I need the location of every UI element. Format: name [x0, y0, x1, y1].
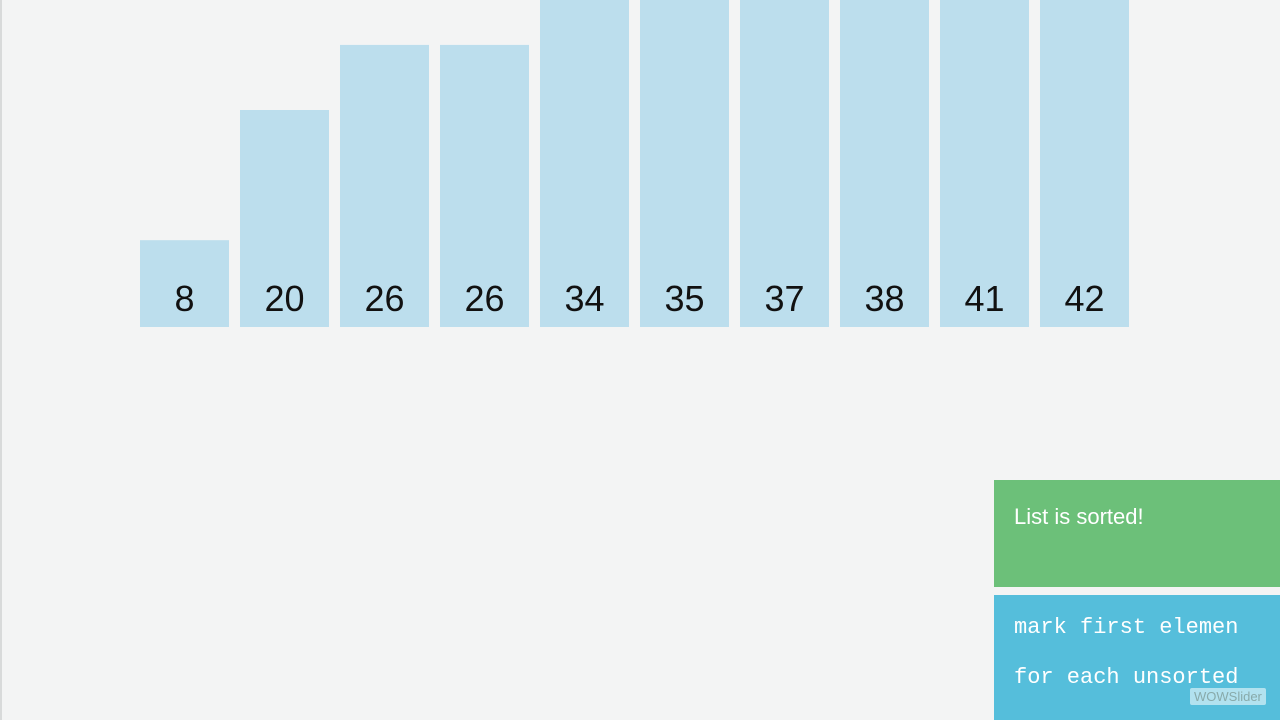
- bar: [240, 110, 329, 327]
- bar-label: 20: [264, 278, 304, 319]
- bar: [940, 0, 1029, 328]
- bar-label: 41: [964, 278, 1004, 319]
- bar-label: 8: [174, 278, 194, 319]
- bar-area: 8 20 26 26 34 35 37 38 41 42: [140, 0, 1129, 328]
- bar: [540, 0, 629, 327]
- watermark[interactable]: WOWSlider: [1190, 688, 1266, 705]
- bar: [340, 44, 429, 328]
- status-panel: List is sorted!: [994, 480, 1280, 587]
- bar-label: 37: [764, 278, 804, 319]
- bar: [840, 0, 929, 327]
- bar: [640, 0, 729, 327]
- bar-label: 38: [864, 278, 904, 319]
- code-line: mark first elemen: [1014, 615, 1239, 640]
- bar: [740, 0, 829, 328]
- bar: [1040, 0, 1129, 328]
- bar-label: 42: [1064, 278, 1104, 319]
- bar-label: 26: [364, 278, 404, 319]
- bar: [440, 44, 529, 328]
- bar-label: 35: [664, 278, 704, 319]
- bar: [140, 240, 229, 327]
- code-line: for each unsorted: [1014, 665, 1239, 690]
- bar-label: 34: [564, 278, 604, 319]
- bar-label: 26: [464, 278, 504, 319]
